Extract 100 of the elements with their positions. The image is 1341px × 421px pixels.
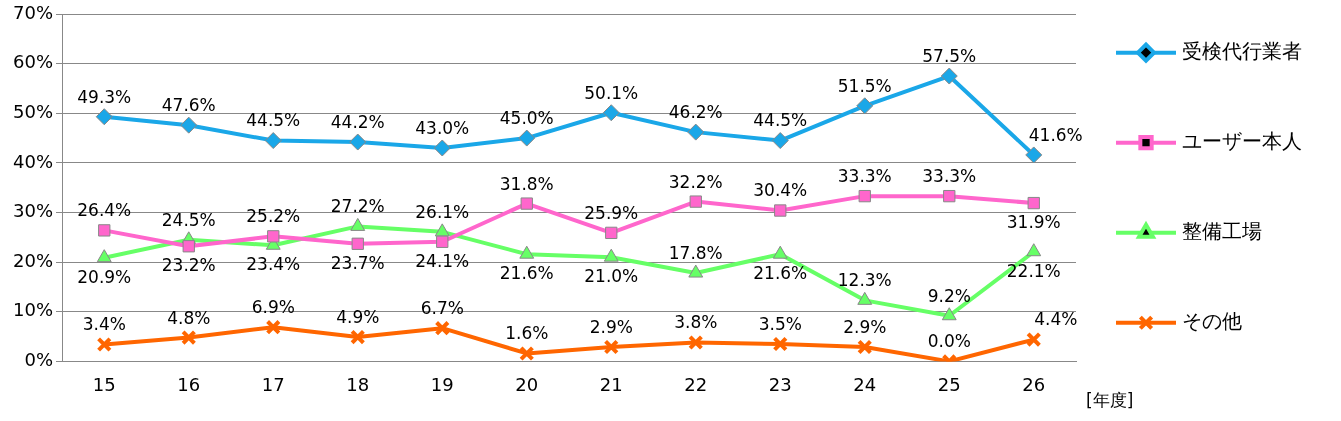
data-label: 4.8% <box>167 307 211 328</box>
legend-label: 整備工場 <box>1182 218 1262 243</box>
data-label: 9.2% <box>927 285 971 306</box>
data-label: 44.5% <box>246 110 301 131</box>
x-tick-label: 23 <box>768 373 792 395</box>
point <box>98 224 111 237</box>
point <box>96 336 112 353</box>
point <box>520 197 533 210</box>
data-label: 44.5% <box>753 110 808 131</box>
data-label: 25.2% <box>246 206 301 227</box>
legend-label: ユーザー本人 <box>1182 128 1302 153</box>
x-tick-label: 26 <box>1022 373 1046 395</box>
y-tick-label: 30% <box>12 200 54 222</box>
data-label: 32.2% <box>668 171 723 192</box>
point <box>605 226 618 240</box>
point <box>181 329 197 346</box>
point <box>519 245 535 259</box>
x-tick-label: 15 <box>92 373 116 395</box>
data-label: 21.0% <box>584 266 639 287</box>
point <box>687 123 705 141</box>
data-label: 25.9% <box>584 202 639 223</box>
point <box>96 249 112 263</box>
x-tick-label: 17 <box>261 373 285 395</box>
point <box>433 139 451 157</box>
point <box>940 67 958 85</box>
data-label: 50.1% <box>584 82 639 103</box>
point <box>182 240 195 253</box>
data-label: 57.5% <box>922 45 977 66</box>
y-tick-label: 60% <box>12 51 54 73</box>
data-label: 3.8% <box>674 312 718 333</box>
data-label: 51.5% <box>837 75 892 96</box>
data-label: 17.8% <box>668 242 723 263</box>
x-tick-label: 20 <box>515 373 539 395</box>
data-label: 24.1% <box>415 250 470 271</box>
x-tick-label: 21 <box>599 373 623 395</box>
y-tick-label: 20% <box>12 249 54 271</box>
data-label: 26.4% <box>77 200 132 221</box>
point <box>518 129 536 147</box>
data-label: 20.9% <box>77 266 132 287</box>
point <box>1026 331 1042 348</box>
point <box>519 345 535 362</box>
point <box>180 116 198 134</box>
y-tick-label: 70% <box>12 1 54 23</box>
data-label: 3.5% <box>758 313 802 334</box>
point <box>1027 196 1040 210</box>
point <box>858 189 871 203</box>
point <box>943 189 956 203</box>
point <box>434 320 450 336</box>
point <box>941 307 957 321</box>
point <box>350 217 366 231</box>
data-label: 6.7% <box>420 298 464 319</box>
point <box>689 195 702 208</box>
data-label: 49.3% <box>77 86 132 107</box>
data-label: 2.9% <box>589 316 633 337</box>
y-tick-label: 50% <box>12 100 54 122</box>
point <box>1026 243 1042 257</box>
x-tick-label: 19 <box>430 373 454 395</box>
data-label: 41.6% <box>1028 124 1083 145</box>
point <box>265 319 281 335</box>
data-label: 31.9% <box>1006 212 1061 233</box>
point <box>856 97 874 115</box>
point <box>688 264 704 278</box>
data-label: 0.0% <box>927 331 971 352</box>
data-label: 26.1% <box>415 201 470 222</box>
data-label: 12.3% <box>837 270 892 291</box>
data-label: 30.4% <box>753 180 808 201</box>
data-label: 46.2% <box>668 102 723 123</box>
y-tick-label: 40% <box>12 150 54 172</box>
data-label: 27.2% <box>330 196 385 217</box>
data-label: 33.3% <box>837 166 892 187</box>
data-label: 2.9% <box>843 316 887 337</box>
data-label: 44.2% <box>330 111 385 132</box>
data-label: 31.8% <box>499 173 554 194</box>
point <box>95 108 113 126</box>
point <box>603 248 619 262</box>
y-tick-label: 0% <box>24 349 54 371</box>
point <box>1025 146 1043 164</box>
point <box>603 339 619 355</box>
point <box>436 235 449 248</box>
x-tick-label: 18 <box>346 373 370 395</box>
data-label: 6.9% <box>251 297 295 318</box>
point <box>772 245 788 259</box>
data-label: 22.1% <box>1006 260 1061 281</box>
legend-label: その他 <box>1182 308 1242 333</box>
point <box>857 339 873 355</box>
data-label: 33.3% <box>922 166 977 187</box>
point <box>267 230 280 243</box>
point <box>774 204 787 217</box>
data-label: 23.2% <box>161 255 216 276</box>
x-axis-title: [年度] <box>1086 389 1134 410</box>
x-tick-label: 16 <box>177 373 201 395</box>
data-label: 1.6% <box>505 323 549 344</box>
x-tick-label: 25 <box>937 373 961 395</box>
point <box>857 291 873 305</box>
point <box>772 336 788 352</box>
legend-label: 受検代行業者 <box>1182 38 1302 63</box>
data-label: 24.5% <box>161 209 216 230</box>
data-label: 43.0% <box>415 117 470 138</box>
data-label: 21.6% <box>499 263 554 284</box>
data-label: 47.6% <box>161 95 216 116</box>
